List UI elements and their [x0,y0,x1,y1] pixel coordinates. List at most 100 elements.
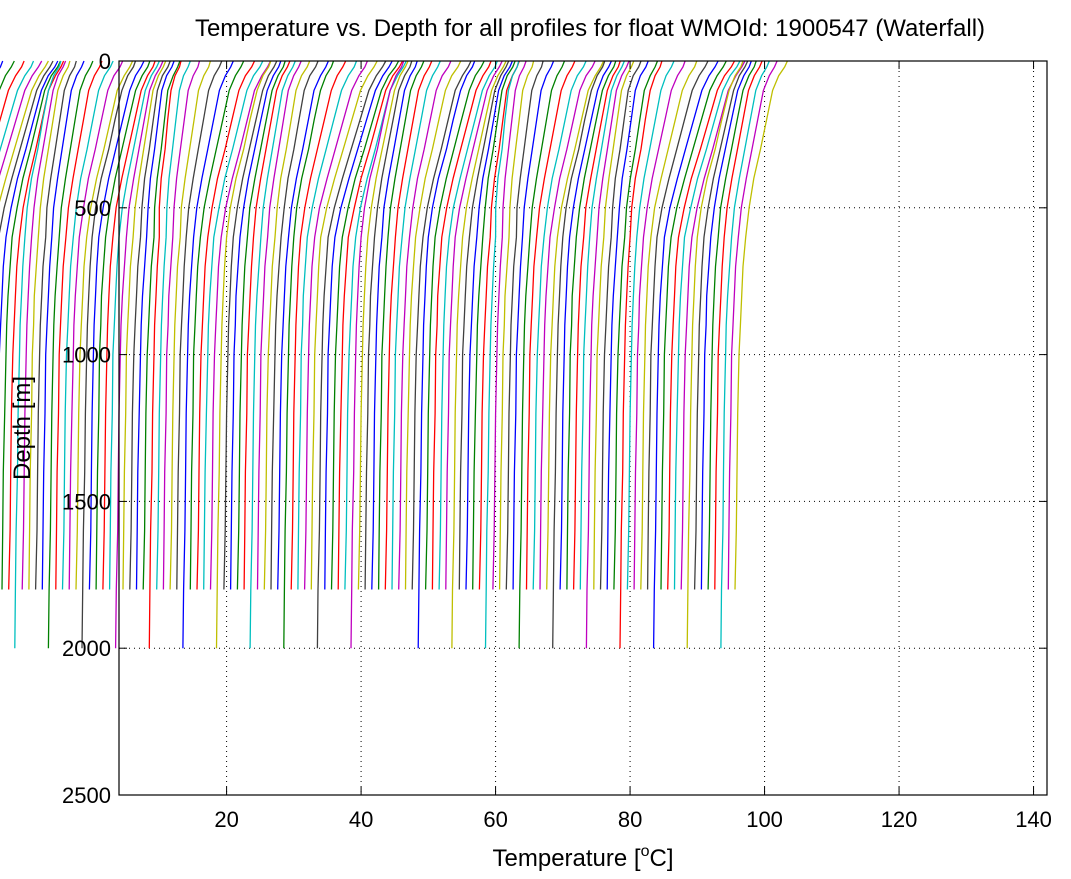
profile-line [599,60,642,590]
x-tick-label: 60 [483,807,507,832]
profile-line [585,60,630,649]
profile-line [337,60,404,590]
profile-line [0,60,49,203]
y-axis-label: Depth [m] [9,376,36,480]
y-tick-label: 2500 [62,783,111,808]
profile-line [303,60,368,590]
plot-frame [118,60,1048,796]
profile-line [559,60,612,590]
profile-line [229,60,282,590]
profile-line [693,60,749,590]
profile-line [431,60,492,590]
y-tick-label: 0 [99,49,111,74]
profile-line [28,60,71,590]
x-tick-labels: 20 40 60 80 100 120 140 [214,807,1052,832]
x-tick-label: 120 [881,807,918,832]
profile-line [371,60,418,590]
profile-line [41,60,85,590]
profile-line [223,60,278,590]
profile-line [727,60,778,590]
profile-line [552,60,606,649]
profile-line [21,60,67,590]
profile-line [68,60,124,590]
profile-line [512,60,555,590]
profile-line [572,60,621,590]
profile-line [0,60,35,153]
profile-line [14,60,62,649]
profile-line [640,60,698,590]
profile-line [398,60,452,590]
profile-line [492,60,527,590]
x-axis-label-superscript: o [641,843,650,860]
profile-line [156,60,191,590]
profile-line [297,60,358,590]
profile-line [324,60,393,590]
profile-line [593,60,635,590]
profile-line [122,60,167,590]
x-tick-label: 40 [349,807,373,832]
profile-line [182,60,234,649]
profile-line [404,60,462,590]
profile-line [189,60,245,590]
profile-line [707,60,757,590]
profile-line [0,60,25,123]
profile-line [135,60,175,590]
profile-line [579,60,625,590]
y-tick-label: 1000 [62,343,111,368]
profile-line [95,60,151,590]
profile-line [606,60,649,590]
profile-line [34,60,77,590]
y-tick-label: 2000 [62,636,111,661]
profile-line [686,60,744,649]
profile-line [626,60,675,590]
profile-line [539,60,596,590]
profile-line [330,60,400,590]
axis-ticks [119,60,1047,796]
profile-lines [0,60,788,649]
profile-line [310,60,378,590]
profile-line [458,60,510,590]
y-tick-label: 500 [74,196,111,221]
y-tick-labels: 0 500 1000 1500 2000 2500 [62,49,111,808]
profile-line [472,60,516,590]
x-tick-label: 80 [618,807,642,832]
profile-line [283,60,335,649]
profile-line [0,60,15,91]
x-axis-label-main: Temperature [ [493,845,641,872]
profile-line [566,60,617,590]
profile-line [215,60,272,649]
profile-line [0,60,43,176]
profile-line [249,60,296,649]
profile-line [734,60,788,590]
profile-line [546,60,605,590]
profile-line [290,60,347,590]
profile-line [162,60,201,590]
profile-line [714,60,763,590]
profile-line [256,60,302,590]
profile-line [498,60,535,590]
profile-line [102,60,156,590]
profile-line [61,60,114,590]
profile-line [129,60,171,590]
profile-line [613,60,659,590]
profile-line [203,60,264,590]
profile-line [445,60,503,590]
profile-line [114,60,164,649]
profile-line [364,60,413,590]
profile-line [417,60,476,649]
profile-line [391,60,441,590]
profile-line [88,60,145,590]
profile-line [142,60,181,590]
x-tick-label: 100 [746,807,783,832]
profile-line [350,60,405,649]
profile-line [316,60,387,649]
profile-line [0,60,59,354]
profile-line [0,60,54,234]
profile-line [263,60,311,590]
profile-line [176,60,223,590]
profile-line [465,60,513,590]
profile-line [236,60,286,590]
profile-line [525,60,576,590]
y-tick-label: 1500 [62,489,111,514]
